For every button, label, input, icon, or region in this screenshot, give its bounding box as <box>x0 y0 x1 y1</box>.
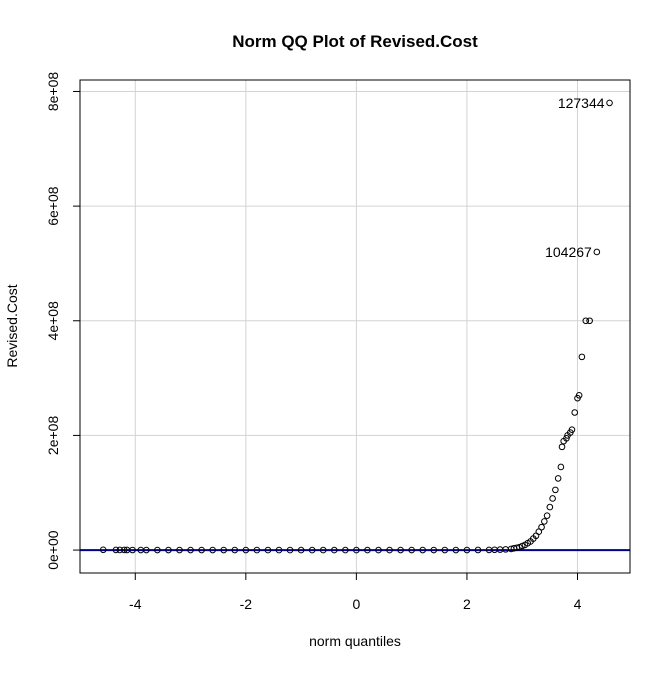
y-axis-label: Revised.Cost <box>4 284 20 367</box>
data-point <box>275 546 283 554</box>
data-point <box>120 546 128 554</box>
data-point <box>176 546 183 554</box>
data-point <box>563 434 570 442</box>
data-point <box>143 546 150 554</box>
data-point <box>198 546 205 554</box>
data-point <box>375 546 382 554</box>
chart-title: Norm QQ Plot of Revised.Cost <box>232 32 478 51</box>
y-tick-label: 6e+08 <box>45 186 61 226</box>
data-point <box>112 546 120 554</box>
grid <box>80 80 630 573</box>
y-tick-label: 8e+08 <box>45 72 61 112</box>
data-point <box>543 512 551 519</box>
data-point <box>129 546 136 554</box>
data-point <box>593 248 601 256</box>
data-point <box>571 409 579 416</box>
data-point <box>541 518 548 525</box>
data-point <box>452 546 460 554</box>
x-tick-label: -4 <box>129 596 142 612</box>
data-point <box>364 546 371 554</box>
data-point <box>430 546 438 554</box>
data-point <box>386 546 393 554</box>
data-point <box>554 475 562 482</box>
data-point <box>242 546 250 554</box>
data-point <box>557 463 565 471</box>
data-point <box>209 546 216 554</box>
data-point <box>154 546 161 554</box>
data-point <box>408 546 415 554</box>
data-point <box>606 99 613 107</box>
data-point <box>546 503 554 511</box>
x-tick-label: -2 <box>240 596 253 612</box>
data-point <box>549 495 556 502</box>
y-tick-label: 0e+00 <box>45 530 61 570</box>
data-point <box>342 546 349 554</box>
data-point <box>253 546 261 554</box>
data-point <box>297 546 305 554</box>
data-point <box>99 546 107 554</box>
x-tick-label: 4 <box>574 596 582 612</box>
data-point <box>463 546 471 554</box>
data-point <box>441 546 449 554</box>
data-point <box>231 546 239 554</box>
point-labels: 127344 104267 <box>545 95 605 260</box>
points <box>99 99 613 554</box>
data-point <box>165 546 172 554</box>
y-tick-label: 2e+08 <box>45 416 61 456</box>
data-point <box>187 546 194 554</box>
x-axis: -4 -2 0 2 4 <box>129 572 582 612</box>
data-point <box>582 317 590 325</box>
y-tick-label: 4e+08 <box>45 301 61 341</box>
data-point <box>397 546 404 554</box>
data-point <box>568 426 576 433</box>
data-point <box>286 546 294 554</box>
data-point <box>578 353 586 361</box>
x-axis-label: norm quantiles <box>309 633 401 649</box>
plot-box <box>79 79 631 574</box>
data-point <box>586 317 593 325</box>
data-point <box>558 443 566 451</box>
data-point <box>264 546 272 554</box>
data-point <box>330 546 338 554</box>
data-point <box>538 523 545 531</box>
y-axis: 0e+00 2e+08 4e+08 6e+08 8e+08 <box>45 72 81 570</box>
data-point <box>474 546 482 554</box>
data-point <box>552 486 559 494</box>
data-point <box>353 546 360 554</box>
data-point <box>308 546 316 554</box>
data-point <box>575 391 583 399</box>
data-point <box>319 546 327 554</box>
x-tick-label: 0 <box>352 596 360 612</box>
data-point <box>220 546 228 554</box>
data-point <box>116 546 124 554</box>
data-point <box>419 546 427 554</box>
point-label: 127344 <box>558 95 605 111</box>
point-label: 104267 <box>545 244 592 260</box>
x-tick-label: 2 <box>463 596 471 612</box>
